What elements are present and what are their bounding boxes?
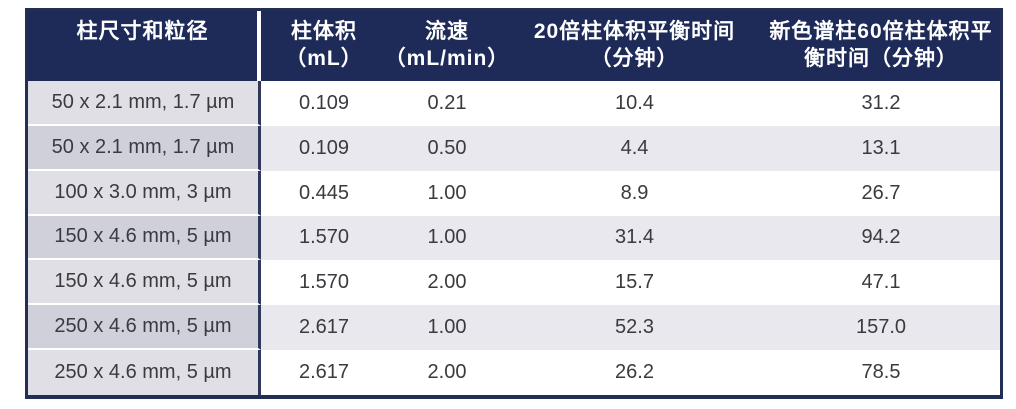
cell-r5-dimensions: 150 x 4.6 mm, 5 µm (28, 260, 261, 306)
cell-r2-flow-rate: 0.50 (387, 125, 507, 171)
column-header-60x-time: 新色谱柱60倍柱体积平 衡时间（分钟） (762, 11, 1000, 81)
cell-r5-flow-rate: 2.00 (387, 260, 507, 306)
equilibration-time-table: 柱尺寸和粒径 柱体积 （mL） 流速 （mL/min） 20倍柱体积平衡时间 （… (25, 8, 1003, 399)
header-line: 流速 (425, 20, 469, 43)
cell-r2-60x-time: 13.1 (762, 125, 1000, 171)
cell-r2-dimensions: 50 x 2.1 mm, 1.7 µm (28, 125, 261, 171)
column-header-dimensions: 柱尺寸和粒径 (28, 11, 261, 81)
cell-r1-flow-rate: 0.21 (387, 81, 507, 126)
header-line: 柱体积 (291, 20, 357, 43)
cell-r2-20x-time: 4.4 (507, 125, 762, 171)
cell-r3-flow-rate: 1.00 (387, 170, 507, 216)
cell-r5-60x-time: 47.1 (762, 260, 1000, 306)
cell-r4-dimensions: 150 x 4.6 mm, 5 µm (28, 215, 261, 261)
cell-r5-20x-time: 15.7 (507, 260, 762, 306)
column-header-20x-time: 20倍柱体积平衡时间 （分钟） (507, 11, 762, 81)
cell-r1-volume: 0.109 (261, 81, 387, 126)
cell-r3-20x-time: 8.9 (507, 170, 762, 216)
cell-r4-60x-time: 94.2 (762, 215, 1000, 261)
header-line: 衡时间（分钟） (804, 47, 958, 70)
cell-r7-60x-time: 78.5 (762, 350, 1000, 395)
cell-r3-dimensions: 100 x 3.0 mm, 3 µm (28, 170, 261, 216)
cell-r7-20x-time: 26.2 (507, 350, 762, 395)
cell-r6-volume: 2.617 (261, 305, 387, 351)
column-header-flow-rate: 流速 （mL/min） (384, 11, 510, 81)
cell-r6-20x-time: 52.3 (507, 305, 762, 351)
cell-r6-60x-time: 157.0 (762, 305, 1000, 351)
header-line: 柱尺寸和粒径 (76, 20, 209, 43)
cell-r3-60x-time: 26.7 (762, 170, 1000, 216)
cell-r1-60x-time: 31.2 (762, 81, 1000, 126)
header-line: （分钟） (590, 47, 679, 70)
header-line: （mL/min） (384, 47, 510, 70)
cell-r7-volume: 2.617 (261, 350, 387, 395)
header-line: （mL） (285, 47, 363, 70)
header-line: 新色谱柱60倍柱体积平 (769, 20, 993, 43)
cell-r2-volume: 0.109 (261, 125, 387, 171)
cell-r7-dimensions: 250 x 4.6 mm, 5 µm (28, 350, 261, 395)
cell-r4-volume: 1.570 (261, 215, 387, 261)
cell-r5-volume: 1.570 (261, 260, 387, 306)
cell-r3-volume: 0.445 (261, 170, 387, 216)
cell-r1-dimensions: 50 x 2.1 mm, 1.7 µm (28, 81, 261, 126)
cell-r6-dimensions: 250 x 4.6 mm, 5 µm (28, 305, 261, 351)
header-line: 20倍柱体积平衡时间 (533, 20, 736, 43)
cell-r4-20x-time: 31.4 (507, 215, 762, 261)
cell-r6-flow-rate: 1.00 (387, 305, 507, 351)
cell-r1-20x-time: 10.4 (507, 81, 762, 126)
column-header-volume: 柱体积 （mL） (261, 11, 387, 81)
cell-r7-flow-rate: 2.00 (387, 350, 507, 395)
cell-r4-flow-rate: 1.00 (387, 215, 507, 261)
